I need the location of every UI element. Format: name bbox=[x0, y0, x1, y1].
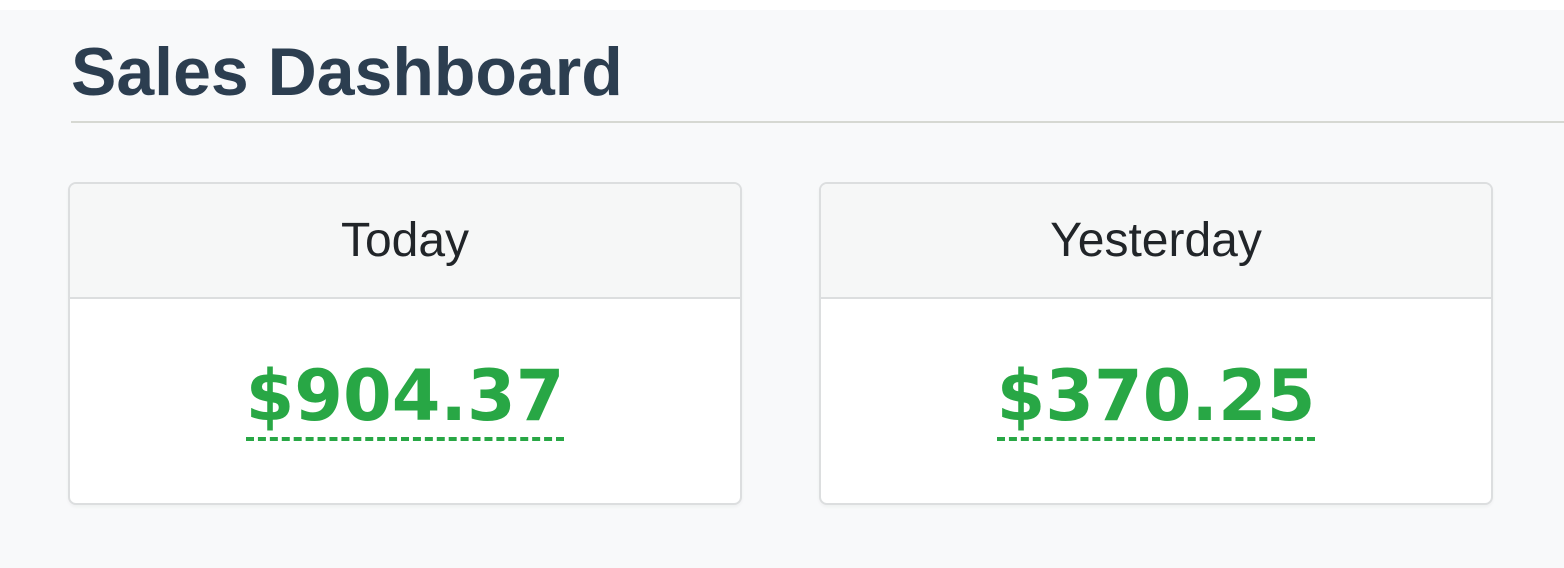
card-today: Today $904.37 bbox=[68, 182, 742, 505]
card-yesterday: Yesterday $370.25 bbox=[819, 182, 1493, 505]
card-yesterday-amount[interactable]: $370.25 bbox=[996, 361, 1316, 441]
stat-cards-row: Today $904.37 Yesterday $370.25 bbox=[68, 182, 1493, 505]
card-today-amount[interactable]: $904.37 bbox=[245, 361, 565, 441]
card-yesterday-label: Yesterday bbox=[1050, 214, 1262, 267]
card-today-body: $904.37 bbox=[70, 299, 740, 503]
title-divider bbox=[71, 121, 1564, 123]
dashboard-page: Sales Dashboard Today $904.37 Yesterday … bbox=[0, 10, 1564, 568]
card-today-label: Today bbox=[340, 214, 470, 267]
card-yesterday-header: Yesterday bbox=[821, 184, 1491, 299]
card-yesterday-body: $370.25 bbox=[821, 299, 1491, 503]
page-title: Sales Dashboard bbox=[71, 34, 623, 110]
card-today-header: Today bbox=[70, 184, 740, 299]
